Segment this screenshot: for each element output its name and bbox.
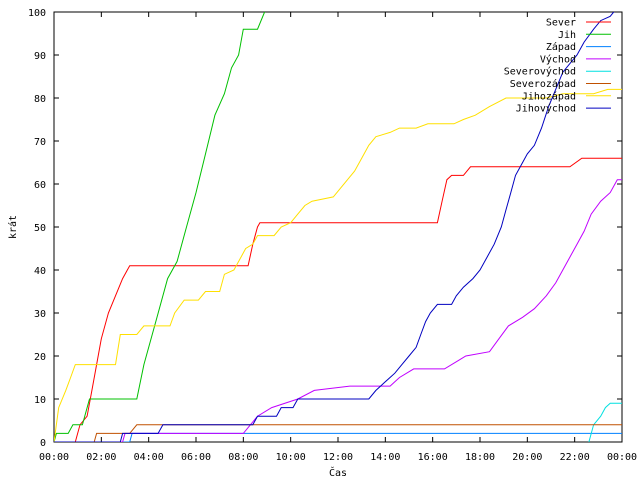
series-line-Jihozápad	[54, 88, 622, 442]
y-tick-label: 50	[34, 223, 46, 234]
y-tick-label: 0	[40, 438, 46, 449]
x-tick-label: 10:00	[276, 452, 306, 463]
x-tick-label: 04:00	[134, 452, 164, 463]
y-tick-label: 80	[34, 94, 46, 105]
x-tick-label: 02:00	[86, 452, 116, 463]
series-line-Jih	[54, 12, 266, 442]
x-tick-label: 08:00	[228, 452, 258, 463]
x-tick-label: 20:00	[512, 452, 542, 463]
y-tick-label: 60	[34, 180, 46, 191]
x-tick-label: 14:00	[370, 452, 400, 463]
x-tick-label: 00:00	[607, 452, 637, 463]
series-line-Východ	[54, 179, 622, 442]
x-tick-label: 16:00	[418, 452, 448, 463]
x-tick-label: 12:00	[323, 452, 353, 463]
axis-ticks	[53, 11, 623, 443]
legend: SeverJihZápadVýchodSeverovýchodSeverozáp…	[504, 18, 611, 115]
series-lines	[54, 12, 622, 442]
y-tick-label: 40	[34, 266, 46, 277]
legend-label: Východ	[540, 53, 576, 65]
axis-tick-labels: 00:00 02:00 04:00 06:00 08:00 10:00 12:00 14:00…	[28, 8, 637, 463]
series-line-Severovýchod	[588, 402, 622, 442]
y-axis-label: krát	[7, 215, 19, 239]
series-line-Západ	[54, 432, 622, 442]
x-tick-label: 22:00	[560, 452, 590, 463]
legend-label: Jihovýchod	[516, 103, 576, 115]
x-tick-label: 00:00	[39, 452, 69, 463]
legend-label: Západ	[546, 41, 576, 53]
y-tick-label: 100	[28, 8, 46, 19]
y-tick-label: 20	[34, 352, 46, 363]
legend-label: Jihozápad	[522, 90, 576, 102]
legend-label: Sever	[546, 18, 576, 29]
y-tick-label: 90	[34, 51, 46, 62]
x-tick-label: 18:00	[465, 452, 495, 463]
x-tick-label: 06:00	[181, 452, 211, 463]
y-tick-label: 70	[34, 137, 46, 148]
y-tick-label: 30	[34, 309, 46, 320]
y-tick-label: 10	[34, 395, 46, 406]
legend-label: Jih	[558, 30, 576, 41]
x-axis-label: Čas	[329, 466, 347, 479]
legend-label: Severovýchod	[504, 66, 576, 78]
legend-label: Severozápad	[510, 78, 576, 90]
series-line-Jihovýchod	[54, 12, 615, 442]
